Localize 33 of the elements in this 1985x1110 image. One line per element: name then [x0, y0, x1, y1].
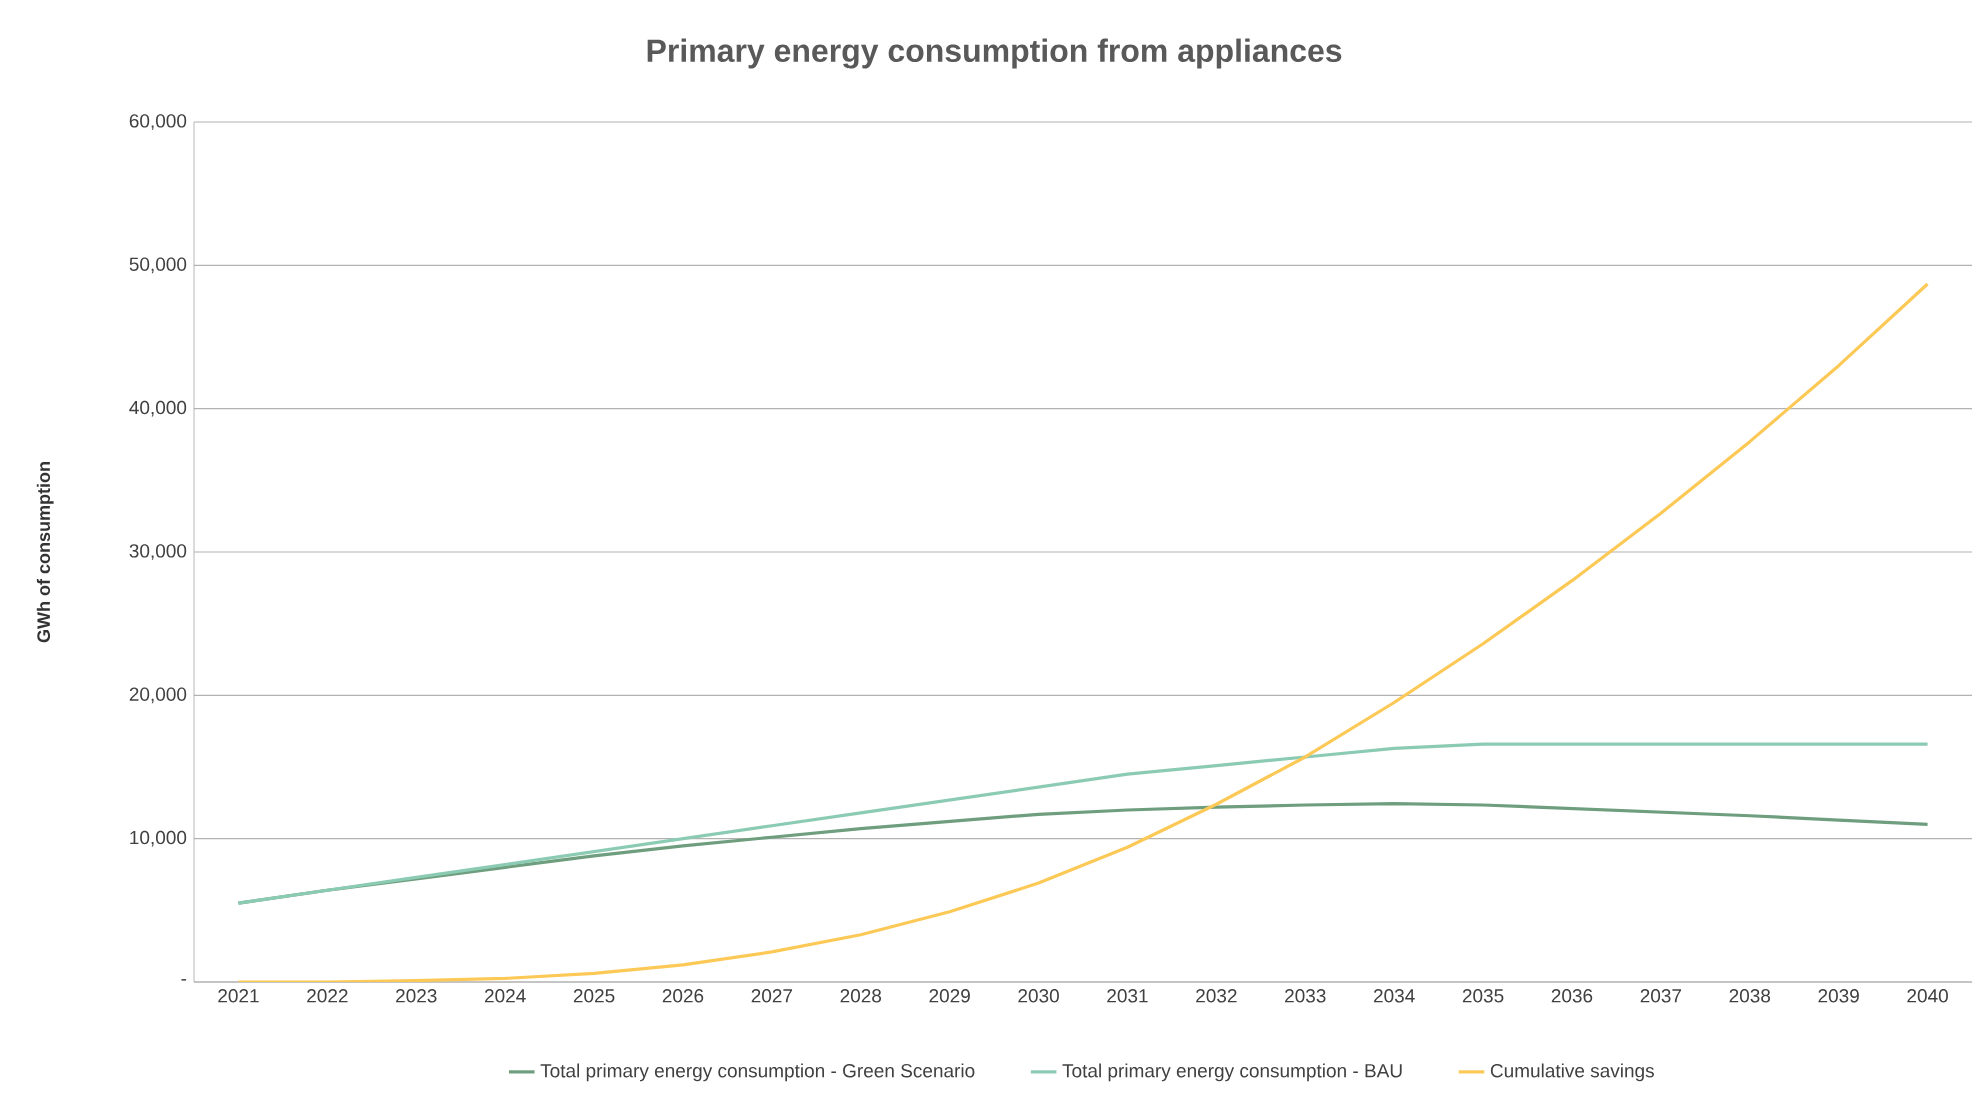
legend-label: Total primary energy consumption - Green Scenario: [540, 1063, 975, 1082]
x-tick-label: 2040: [1907, 989, 1948, 1003]
y-tick-label: 40,000: [129, 400, 187, 417]
x-tick-label: 2031: [1107, 989, 1148, 1003]
x-tick-label: 2021: [218, 989, 259, 1003]
x-tick-label: 2026: [662, 989, 704, 1003]
x-tick-label: 2024: [484, 989, 526, 1003]
y-axis-title: GWh of consumption: [36, 462, 54, 643]
y-tick-label: -: [181, 979, 187, 981]
y-tick-label: 20,000: [129, 687, 187, 704]
x-tick-label: 2029: [929, 989, 970, 1003]
legend-label: Cumulative savings: [1490, 1063, 1654, 1082]
y-tick-label: 30,000: [129, 544, 187, 560]
y-tick-label: 50,000: [129, 257, 187, 274]
x-tick-label: 2025: [573, 989, 615, 1003]
x-tick-label: 2033: [1285, 989, 1326, 1003]
x-tick-label: 2027: [751, 989, 793, 1003]
x-tick-label: 2032: [1196, 989, 1237, 1003]
x-tick-label: 2034: [1373, 989, 1415, 1003]
x-tick-label: 2028: [840, 989, 882, 1003]
x-tick-label: 2037: [1640, 989, 1682, 1003]
x-tick-label: 2035: [1462, 989, 1504, 1003]
x-tick-label: 2030: [1018, 989, 1059, 1003]
y-tick-label: 10,000: [130, 830, 187, 847]
legend-label: Total primary energy consumption - BAU: [1062, 1063, 1402, 1082]
y-tick-label: 60,000: [129, 114, 187, 130]
line-series: [236, 282, 1930, 982]
x-tick-label: 2039: [1818, 989, 1859, 1003]
x-tick-label: 2038: [1729, 989, 1771, 1003]
x-tick-label: 2023: [396, 989, 437, 1003]
x-tick-label: 2036: [1551, 989, 1593, 1003]
x-tick-label: 2022: [307, 989, 348, 1003]
chart-title: Primary energy consumption from appliances: [647, 38, 1342, 69]
